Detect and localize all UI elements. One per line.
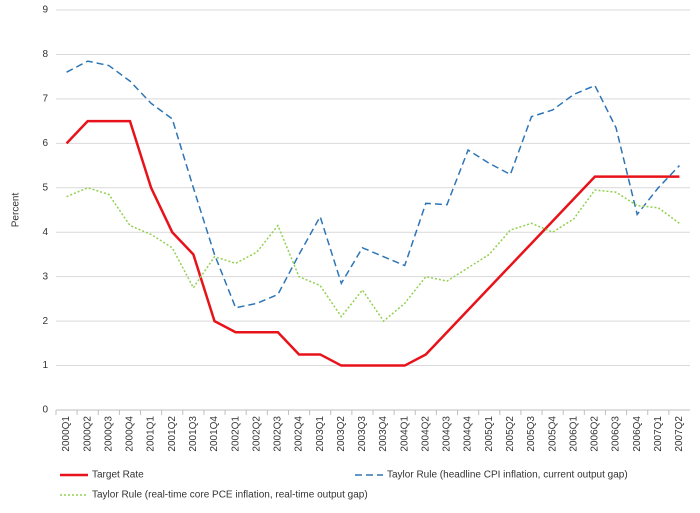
x-tick-label: 2001Q1 xyxy=(146,416,157,452)
series-line xyxy=(66,186,680,323)
x-tick-label: 2001Q3 xyxy=(188,416,199,452)
x-tick-label: 2002Q3 xyxy=(273,416,284,452)
x-tick-label: 2000Q2 xyxy=(82,416,93,452)
y-tick-label: 5 xyxy=(42,182,48,193)
y-tick-label: 4 xyxy=(42,227,48,238)
x-tick-label: 2004Q1 xyxy=(399,416,410,452)
x-tick-label: 2007Q2 xyxy=(674,416,685,452)
x-tick-label: 2000Q1 xyxy=(61,416,72,452)
legend-label: Taylor Rule (headline CPI inflation, cur… xyxy=(387,470,628,481)
y-tick-label: 3 xyxy=(42,271,48,282)
x-tick-label: 2006Q3 xyxy=(611,416,622,452)
y-tick-label: 7 xyxy=(42,94,48,105)
legend-label: Target Rate xyxy=(92,470,144,481)
x-tick-label: 2006Q4 xyxy=(632,416,643,452)
x-tick-label: 2004Q2 xyxy=(420,416,431,452)
legend-label: Taylor Rule (real-time core PCE inflatio… xyxy=(92,490,368,501)
y-tick-label: 9 xyxy=(42,5,48,16)
y-axis-label: Percent xyxy=(11,193,22,228)
x-tick-label: 2004Q4 xyxy=(463,416,474,452)
series-line xyxy=(65,119,680,367)
x-tick-label: 2004Q3 xyxy=(442,416,453,452)
x-tick-label: 2003Q1 xyxy=(315,416,326,452)
y-tick-label: 0 xyxy=(42,405,48,416)
y-tick-label: 8 xyxy=(42,49,48,60)
x-tick-label: 2001Q4 xyxy=(209,416,220,452)
x-tick-label: 2005Q4 xyxy=(547,416,558,452)
x-tick-label: 2006Q1 xyxy=(568,416,579,452)
x-tick-label: 2003Q4 xyxy=(378,416,389,452)
x-tick-label: 2007Q1 xyxy=(653,416,664,452)
series-line xyxy=(66,60,680,309)
x-tick-label: 2002Q1 xyxy=(230,416,241,452)
x-tick-label: 2000Q3 xyxy=(103,416,114,452)
x-tick-label: 2005Q3 xyxy=(526,416,537,452)
x-tick-label: 2003Q3 xyxy=(357,416,368,452)
x-tick-label: 2002Q2 xyxy=(251,416,262,452)
x-tick-label: 2001Q2 xyxy=(167,416,178,452)
y-tick-label: 2 xyxy=(42,316,48,327)
y-tick-label: 6 xyxy=(42,138,48,149)
x-tick-label: 2005Q2 xyxy=(505,416,516,452)
y-tick-label: 1 xyxy=(42,360,48,371)
x-tick-label: 2006Q2 xyxy=(590,416,601,452)
x-tick-label: 2003Q2 xyxy=(336,416,347,452)
x-tick-label: 2002Q4 xyxy=(294,416,305,452)
x-tick-label: 2005Q1 xyxy=(484,416,495,452)
x-tick-label: 2000Q4 xyxy=(125,416,136,452)
